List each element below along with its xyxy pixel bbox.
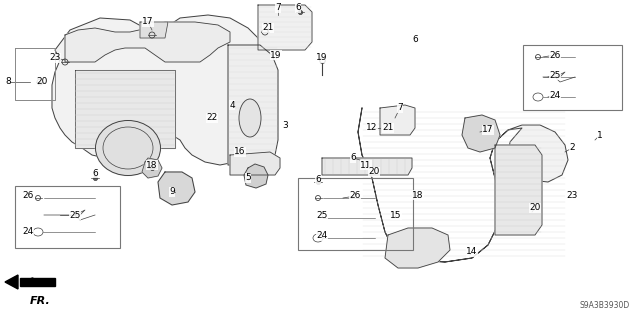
Text: 20: 20 — [368, 167, 380, 176]
Text: 18: 18 — [412, 190, 424, 199]
Text: 26: 26 — [349, 191, 361, 201]
Text: 25: 25 — [316, 211, 328, 220]
Text: 19: 19 — [316, 54, 328, 63]
Polygon shape — [142, 158, 162, 178]
Text: 21: 21 — [382, 123, 394, 132]
Bar — [298, 178, 413, 250]
Polygon shape — [244, 164, 268, 188]
Text: 12: 12 — [366, 123, 378, 132]
Polygon shape — [462, 115, 500, 152]
Polygon shape — [228, 45, 278, 165]
Text: 5: 5 — [245, 174, 251, 182]
Polygon shape — [230, 152, 280, 175]
Ellipse shape — [239, 99, 261, 137]
Polygon shape — [75, 70, 175, 148]
Bar — [523, 45, 622, 110]
Text: 7: 7 — [275, 4, 281, 12]
Text: 17: 17 — [483, 125, 493, 135]
Polygon shape — [258, 5, 312, 50]
Text: 15: 15 — [390, 211, 402, 219]
Text: 14: 14 — [467, 248, 477, 256]
Text: 3: 3 — [282, 121, 288, 130]
Text: 20: 20 — [529, 204, 541, 212]
Text: 6: 6 — [295, 4, 301, 12]
Text: 20: 20 — [36, 78, 48, 86]
Text: 6: 6 — [350, 153, 356, 162]
Text: 26: 26 — [22, 191, 34, 201]
Polygon shape — [158, 172, 195, 205]
Text: 6: 6 — [315, 175, 321, 184]
Text: 23: 23 — [49, 54, 61, 63]
Text: 9: 9 — [169, 188, 175, 197]
Text: 4: 4 — [229, 100, 235, 109]
Text: 19: 19 — [270, 50, 282, 60]
Ellipse shape — [95, 121, 161, 175]
Text: 8: 8 — [5, 78, 11, 86]
Text: 24: 24 — [316, 232, 328, 241]
Text: S9A3B3930D: S9A3B3930D — [580, 301, 630, 310]
Text: 6: 6 — [92, 168, 98, 177]
Polygon shape — [380, 105, 415, 135]
Text: 22: 22 — [206, 114, 218, 122]
Polygon shape — [495, 145, 542, 235]
Text: 17: 17 — [142, 18, 154, 26]
Polygon shape — [140, 22, 168, 38]
Text: 23: 23 — [566, 190, 578, 199]
Polygon shape — [322, 158, 412, 175]
Polygon shape — [20, 278, 55, 286]
Text: 21: 21 — [262, 24, 274, 33]
Text: 18: 18 — [147, 160, 157, 169]
Text: 2: 2 — [569, 144, 575, 152]
Text: 1: 1 — [597, 130, 603, 139]
Polygon shape — [385, 228, 450, 268]
Text: 24: 24 — [22, 227, 34, 236]
Text: 16: 16 — [234, 147, 246, 157]
Text: 11: 11 — [360, 160, 372, 169]
Text: FR.: FR. — [29, 296, 51, 306]
Text: 6: 6 — [412, 35, 418, 44]
Bar — [15, 186, 120, 248]
Text: 25: 25 — [69, 211, 81, 219]
Text: 25: 25 — [549, 70, 561, 79]
Polygon shape — [52, 15, 262, 165]
Text: 7: 7 — [397, 103, 403, 113]
Polygon shape — [65, 22, 230, 62]
Text: 24: 24 — [549, 91, 561, 100]
Polygon shape — [5, 275, 18, 289]
Text: 26: 26 — [549, 50, 561, 60]
Polygon shape — [358, 108, 568, 262]
